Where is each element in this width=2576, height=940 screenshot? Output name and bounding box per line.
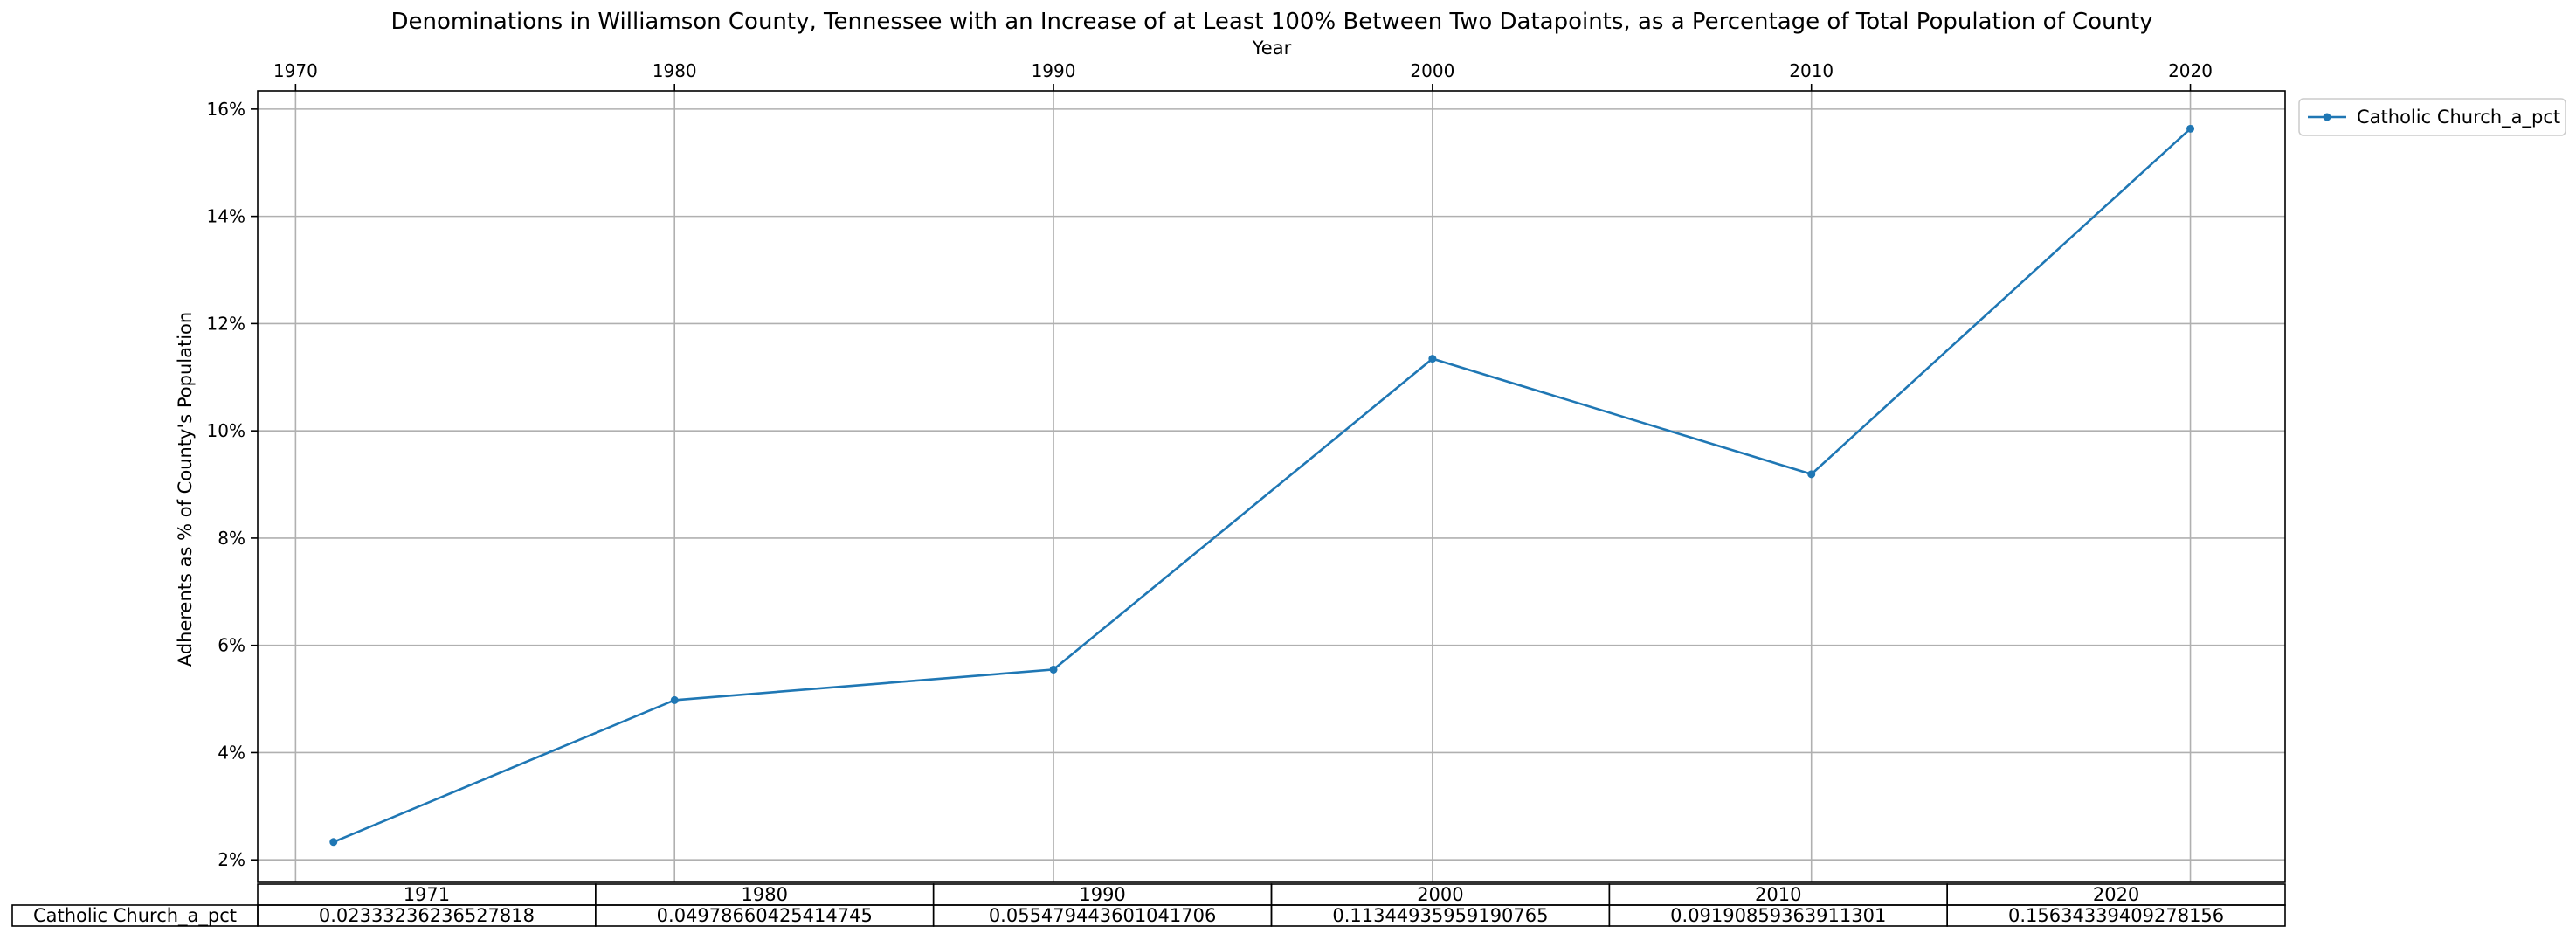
y-tick-label: 4% [218, 742, 245, 763]
x-axis-label: Year [1252, 38, 1292, 59]
series-line-catholic-church [333, 128, 2192, 844]
grid-lines [258, 91, 2285, 882]
data-point [1049, 665, 1058, 674]
table-cell-value: 0.055479443601041706 [989, 905, 1217, 926]
x-tick-label: 1980 [653, 60, 697, 81]
table-column-header: 1971 [404, 884, 450, 905]
plot-area-frame [257, 90, 2286, 883]
y-tick-label: 8% [218, 528, 245, 549]
x-tick-label: 2000 [1410, 60, 1454, 81]
legend-point-marker [2323, 113, 2331, 121]
legend-box [2298, 98, 2566, 136]
table-column-header: 2020 [2093, 884, 2139, 905]
x-tick-label: 1970 [273, 60, 318, 81]
table-cell-value: 0.09190859363911301 [1670, 905, 1886, 926]
x-tick-label: 2010 [1789, 60, 1834, 81]
table-column-header: 2010 [1755, 884, 1801, 905]
y-axis-label: Adherents as % of County's Population [175, 312, 196, 667]
y-tick-label: 2% [218, 849, 245, 870]
table-value-cell [1946, 904, 2286, 927]
table-column-header: 2000 [1417, 884, 1463, 905]
table-cell-value: 0.02333236236527818 [319, 905, 535, 926]
data-point [1807, 470, 1816, 479]
legend: Catholic Church_a_pct [2298, 98, 2566, 136]
table-cell-value: 0.15634339409278156 [2008, 905, 2224, 926]
table-cell-value: 0.04978660425414745 [657, 905, 873, 926]
y-tick-label: 10% [207, 420, 245, 441]
data-point [1428, 355, 1437, 363]
y-tick-label: 12% [207, 313, 245, 334]
table-cell-value: 0.11344935959190765 [1332, 905, 1548, 926]
x-tick-label: 2020 [2168, 60, 2213, 81]
axis-ticks: 1970 1980 1990 2000 2010 2020 2% 4% 6% 8% 10% 12% 14… [207, 60, 2213, 870]
y-tick-label: 16% [207, 99, 245, 120]
data-table: Catholic Church_a_pct 19710.0233323623652… [11, 883, 2286, 927]
x-tick-label: 1990 [1032, 60, 1076, 81]
table-column-header: 1980 [742, 884, 788, 905]
data-point [670, 695, 679, 704]
y-tick-label: 6% [218, 635, 245, 656]
series-layer [329, 124, 2195, 847]
data-point [2186, 124, 2195, 133]
legend-label: Catholic Church_a_pct [2357, 107, 2560, 128]
chart-title: Denominations in Williamson County, Tenn… [390, 9, 2152, 35]
y-tick-label: 14% [207, 206, 245, 227]
data-point [329, 838, 338, 847]
table-column-header: 1990 [1079, 884, 1125, 905]
table-row-label: Catholic Church_a_pct [33, 905, 237, 927]
